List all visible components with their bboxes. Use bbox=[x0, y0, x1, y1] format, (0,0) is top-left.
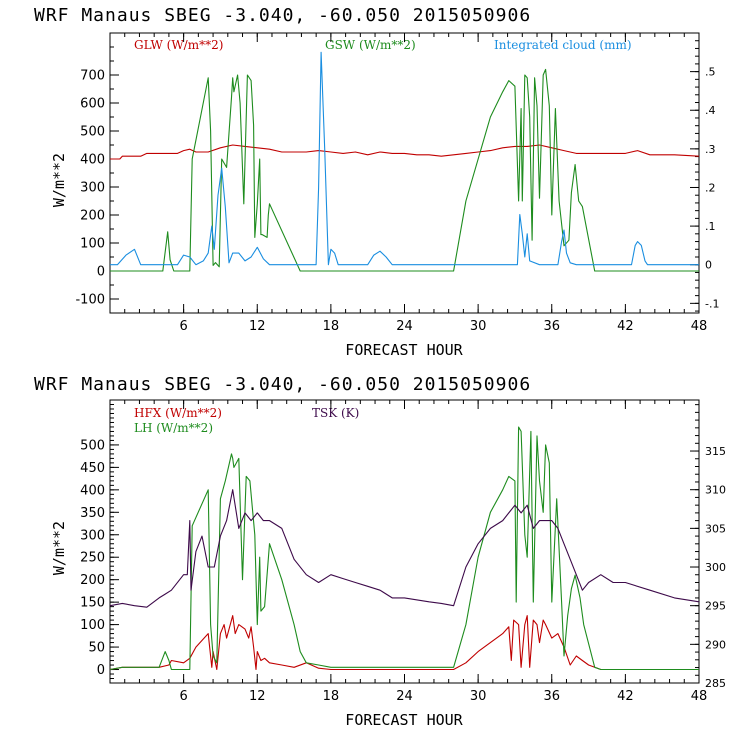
panel-fluxes: WRF Manaus SBEG -3.040, -60.050 20150509… bbox=[34, 374, 726, 729]
legend-lh: LH (W/m**2) bbox=[134, 421, 213, 435]
y-tick-label: 250 bbox=[80, 551, 105, 566]
series-glw-line bbox=[110, 144, 700, 160]
panel-header: WRF Manaus SBEG -3.040, -60.050 20150509… bbox=[34, 5, 531, 26]
x-tick-label: 30 bbox=[470, 319, 487, 334]
y-tick-label: 300 bbox=[80, 181, 105, 196]
x-tick-label: 24 bbox=[396, 319, 413, 334]
y2-tick-label: 300 bbox=[705, 561, 726, 574]
x-tick-label: 12 bbox=[249, 319, 266, 334]
legend-cloud: Integrated cloud (mm) bbox=[494, 38, 632, 52]
y2-tick-label: .2 bbox=[705, 181, 716, 194]
y-tick-label: 500 bbox=[80, 125, 105, 140]
y2-tick-label: 285 bbox=[705, 677, 726, 690]
y-axis-label: W/m**2 bbox=[50, 521, 68, 575]
y2-tick-label: 0 bbox=[705, 259, 712, 272]
x-tick-label: 6 bbox=[179, 689, 187, 704]
y-tick-label: 450 bbox=[80, 461, 105, 476]
series-group bbox=[109, 426, 700, 671]
y2-tick-label: .3 bbox=[705, 143, 716, 156]
x-tick-label: 30 bbox=[470, 689, 487, 704]
series-lh-line bbox=[109, 426, 699, 671]
x-tick-label: 18 bbox=[323, 689, 340, 704]
y-tick-label: 200 bbox=[80, 573, 105, 588]
legend-gsw: GSW (W/m**2) bbox=[325, 38, 416, 52]
y-tick-label: 100 bbox=[80, 237, 105, 252]
y2-tick-label: 315 bbox=[705, 445, 726, 458]
legend-glw: GLW (W/m**2) bbox=[134, 38, 223, 52]
y-tick-label: 700 bbox=[80, 69, 105, 84]
series-group bbox=[110, 51, 700, 272]
series-tsk-line bbox=[109, 489, 700, 608]
x-axis-label: FORECAST HOUR bbox=[345, 711, 463, 729]
y-tick-label: 0 bbox=[97, 663, 105, 678]
y-tick-label: 400 bbox=[80, 153, 105, 168]
y2-tick-label: 290 bbox=[705, 638, 726, 651]
y-tick-label: 150 bbox=[80, 596, 105, 611]
y2-tick-label: 310 bbox=[705, 484, 726, 497]
x-tick-label: 24 bbox=[396, 689, 413, 704]
series-hfx-line bbox=[109, 615, 699, 671]
plot-frame bbox=[109, 399, 700, 684]
x-tick-label: 6 bbox=[179, 319, 187, 334]
y2-tick-label: .1 bbox=[705, 220, 716, 233]
y2-tick-label: .5 bbox=[705, 66, 716, 79]
axis-ticks: 6 12 18 24 30 36 42 48 0 50 100 150 200 250 300 350 400 4… bbox=[80, 399, 726, 704]
y-tick-label: 0 bbox=[97, 265, 105, 280]
x-tick-label: 48 bbox=[691, 689, 708, 704]
y2-tick-label: 295 bbox=[705, 600, 726, 613]
y-tick-label: 600 bbox=[80, 97, 105, 112]
y-tick-label: 300 bbox=[80, 528, 105, 543]
series-integrated-line bbox=[110, 51, 699, 266]
panel-header: WRF Manaus SBEG -3.040, -60.050 20150509… bbox=[34, 374, 531, 395]
y-tick-label: 500 bbox=[80, 438, 105, 453]
legend-tsk: TSK (K) bbox=[312, 406, 359, 420]
axis-ticks: 6 12 18 24 30 36 42 48 -100 0 100 200 300 400 500 600 70… bbox=[75, 32, 719, 334]
y-axis-label: W/m**2 bbox=[50, 153, 68, 207]
y-tick-label: 200 bbox=[80, 209, 105, 224]
x-axis-label: FORECAST HOUR bbox=[345, 341, 463, 359]
y2-tick-label: 305 bbox=[705, 522, 726, 535]
x-tick-label: 36 bbox=[543, 689, 560, 704]
y2-tick-label: -.1 bbox=[705, 297, 719, 310]
y-tick-label: 100 bbox=[80, 618, 105, 633]
series-gsw-line bbox=[110, 68, 699, 272]
x-tick-label: 42 bbox=[617, 689, 634, 704]
y-tick-label: 350 bbox=[80, 506, 105, 521]
y2-tick-label: .4 bbox=[705, 104, 716, 117]
x-tick-label: 48 bbox=[691, 319, 708, 334]
x-tick-label: 12 bbox=[249, 689, 266, 704]
x-tick-label: 42 bbox=[617, 319, 634, 334]
x-tick-label: 36 bbox=[543, 319, 560, 334]
y-tick-label: 50 bbox=[88, 641, 105, 656]
legend-hfx: HFX (W/m**2) bbox=[134, 406, 222, 420]
x-tick-label: 18 bbox=[323, 319, 340, 334]
panel-radiation: WRF Manaus SBEG -3.040, -60.050 20150509… bbox=[34, 5, 719, 359]
y-tick-label: -100 bbox=[75, 293, 105, 308]
y-tick-label: 400 bbox=[80, 483, 105, 498]
